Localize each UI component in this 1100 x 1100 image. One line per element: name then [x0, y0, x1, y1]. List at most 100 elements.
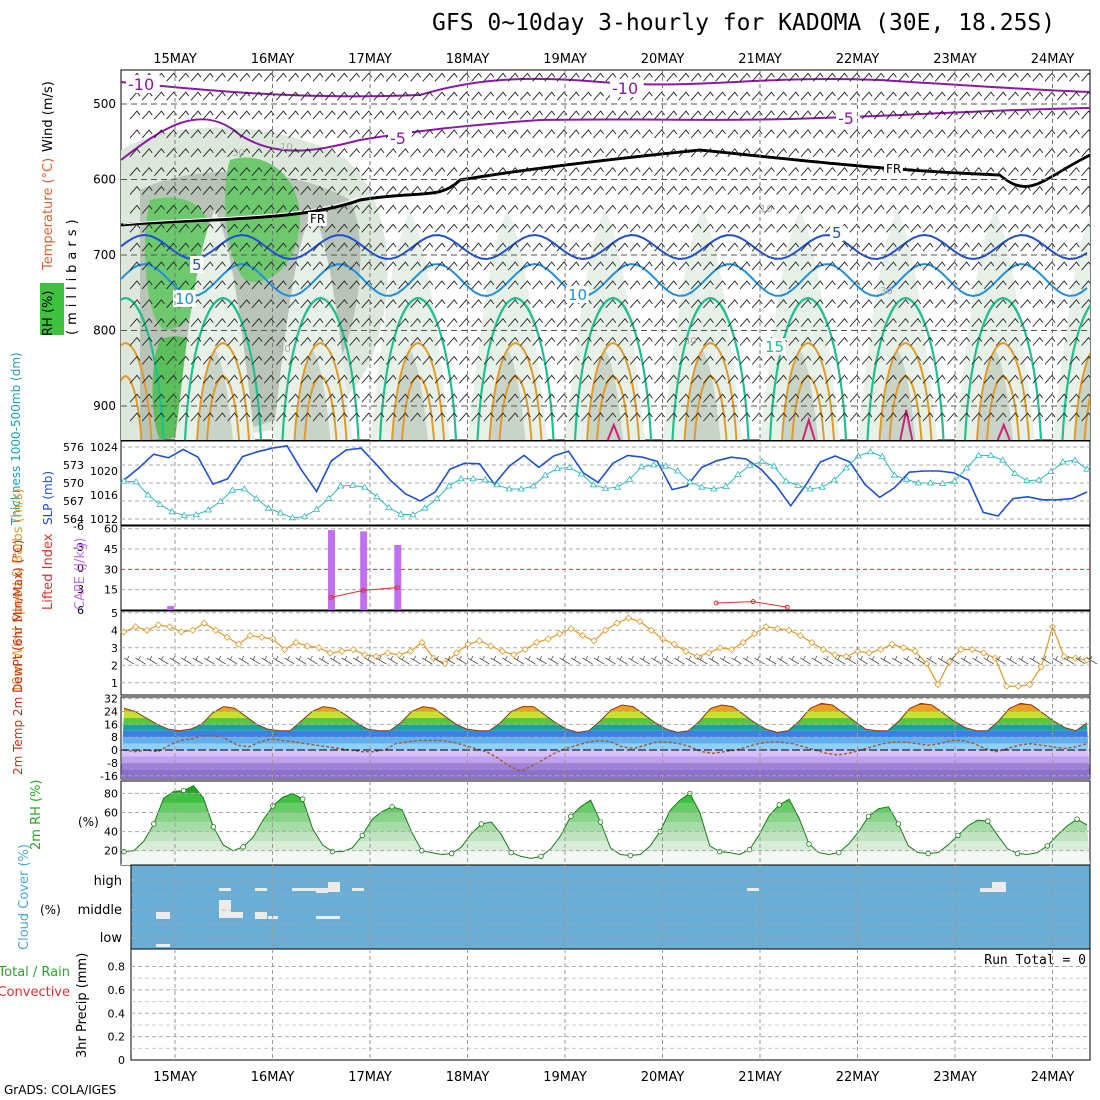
wind-barb	[373, 374, 385, 384]
wind-barb	[947, 299, 958, 309]
wind-barb	[751, 412, 763, 422]
thickness-marker	[324, 494, 333, 501]
wind-barb	[373, 129, 385, 139]
wind-barb	[776, 336, 787, 346]
wind-barb	[178, 412, 190, 422]
wind-barb	[349, 393, 360, 403]
rh-shade-area	[977, 350, 1013, 440]
wind-barb	[837, 374, 848, 384]
wind-barb	[617, 204, 629, 214]
wind-speed-marker	[189, 626, 197, 634]
wind-barb-10m	[1029, 655, 1040, 665]
wind-barb	[544, 355, 556, 365]
cape-bar	[360, 531, 368, 610]
wind-barb	[666, 299, 678, 309]
wind-barb	[251, 110, 263, 120]
wind-barb	[959, 223, 970, 233]
wind-barb	[800, 72, 812, 82]
wind-barb	[166, 204, 177, 214]
wind-barb	[727, 223, 739, 233]
svg-text:Temperature (°C): Temperature (°C)	[41, 158, 56, 271]
wind-barb	[642, 72, 653, 82]
date-label-bottom: 18MAY	[446, 1070, 490, 1085]
wind-barb	[605, 280, 617, 290]
wind-barb-10m	[1075, 655, 1086, 665]
wind-barb	[349, 374, 360, 384]
temp-tick-label: 16	[104, 718, 118, 731]
wind-barb	[642, 166, 653, 177]
wind-barb	[471, 299, 482, 309]
wind-barb	[349, 299, 360, 309]
li-tick-label: -6	[73, 520, 84, 533]
wind-barb	[276, 374, 287, 384]
wind-barb	[654, 72, 665, 82]
wind-barb	[1032, 129, 1044, 139]
wind-barb	[337, 261, 348, 271]
rh-marker	[716, 848, 723, 855]
wind-barb	[605, 318, 617, 328]
wind-barb	[861, 148, 873, 158]
wind-barb	[983, 91, 995, 101]
wind-barb	[385, 204, 397, 214]
wind-barb-10m	[410, 655, 421, 665]
wind-barb	[288, 355, 299, 365]
wind-barb	[837, 412, 848, 422]
wind-barb	[410, 374, 421, 384]
wind-barb	[1056, 204, 1068, 214]
wind-barb	[312, 318, 324, 328]
wind-barb-10m	[204, 655, 215, 665]
wind-speed-marker	[991, 654, 999, 662]
ylabel-temp-wrap: 2m Temp 2m DewPt (6hr Min/Max) (°C)	[11, 540, 25, 775]
wind-barb	[898, 336, 909, 346]
wind-barb	[788, 336, 800, 346]
wind-barb	[312, 242, 324, 252]
wind-barb-10m	[467, 655, 479, 665]
thickness-marker	[240, 485, 249, 492]
wind-barb	[837, 318, 848, 328]
wind-barb	[690, 148, 702, 158]
wind-barb	[154, 204, 165, 214]
wind-barb	[910, 318, 922, 328]
thickness-marker	[914, 479, 923, 486]
wind-barb	[788, 223, 800, 233]
slp-line	[123, 444, 1088, 517]
wind-speed-marker	[716, 644, 724, 652]
wind-barb	[727, 393, 739, 403]
wind-barb	[446, 336, 458, 346]
wind-barb	[751, 72, 763, 82]
wind-barb	[288, 280, 299, 290]
wind-barb	[959, 72, 970, 82]
wind-barb	[312, 72, 324, 82]
wind-barb	[751, 242, 763, 252]
wind-barb	[593, 261, 604, 271]
wind-speed-marker	[888, 640, 896, 648]
wind-barb	[263, 374, 275, 384]
wind-barb	[581, 148, 592, 158]
wind-barb-10m	[490, 655, 502, 665]
wind-barb-10m	[995, 655, 1006, 665]
wind-barb	[1032, 110, 1044, 120]
wind-barb	[202, 129, 214, 139]
wind-barb	[751, 129, 763, 139]
wind-barb	[385, 318, 397, 328]
wind-barb	[1044, 223, 1056, 233]
wind-barb	[398, 318, 409, 328]
wind-barb	[910, 148, 922, 158]
wind-barb	[825, 129, 836, 139]
wind-barb	[947, 72, 958, 82]
wind-barb	[1044, 261, 1056, 271]
wind-barb	[446, 110, 458, 120]
wind-barb	[971, 166, 983, 177]
wind-barb	[324, 91, 336, 101]
wind-barb	[446, 166, 458, 177]
wind-barb-10m	[479, 655, 490, 665]
wind-barb	[1081, 110, 1090, 120]
wind-barb	[495, 91, 507, 101]
wind-barb	[239, 318, 251, 328]
wind-barb	[861, 280, 873, 290]
wind-barb	[349, 129, 360, 139]
wind-barb	[459, 72, 470, 82]
ylabel-precip-wrap: 3hr Precip (mm)	[75, 953, 90, 1058]
wind-barb	[1044, 166, 1056, 177]
wind-barb	[190, 242, 202, 252]
